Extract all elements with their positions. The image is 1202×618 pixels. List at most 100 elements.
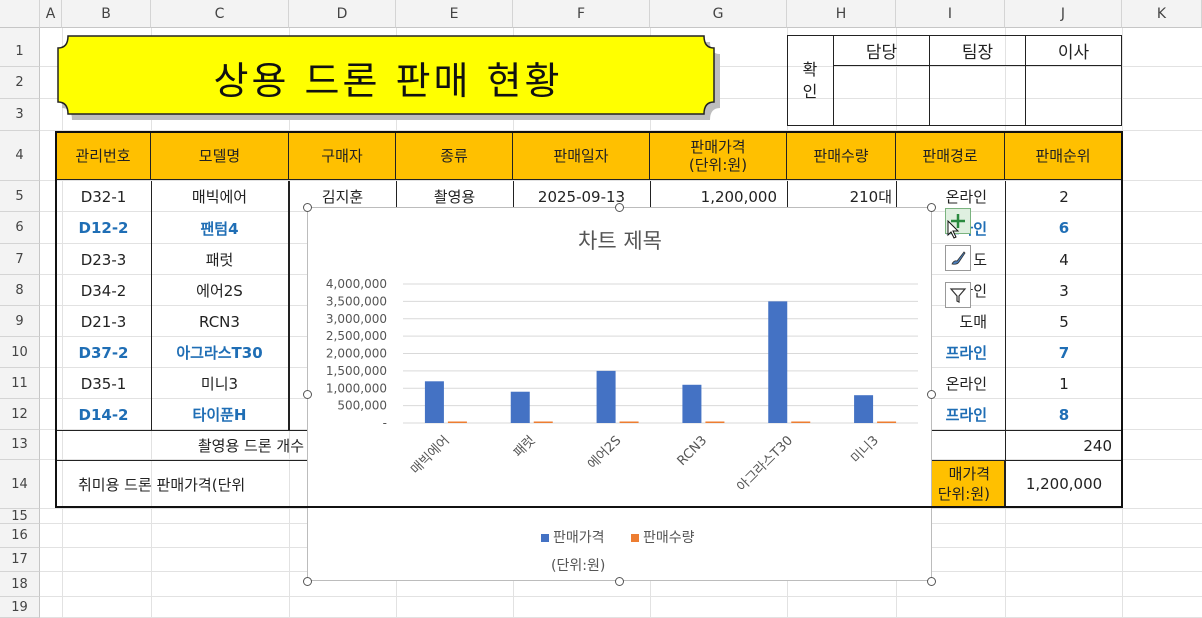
chart-styles-icon[interactable] [945,245,971,271]
row-7-model[interactable]: 패럿 [151,244,289,275]
row-6-id[interactable]: D12-2 [78,219,129,237]
row-header-16[interactable]: 16 [0,524,40,548]
resize-handle-br[interactable] [927,577,936,586]
resize-handle-bl[interactable] [303,577,312,586]
column-header-c[interactable]: C [151,0,289,28]
header-3[interactable]: 종류 [396,132,513,180]
row-header-13[interactable]: 13 [0,430,40,460]
bar-판매가격-미니3[interactable] [854,395,874,423]
bar-판매가격-패럿[interactable] [510,391,530,423]
row-8-model[interactable]: 에어2S [151,275,289,306]
header-7[interactable]: 판매경로 [896,132,1005,180]
header-4[interactable]: 판매일자 [513,132,650,180]
row-11-id[interactable]: D35-1 [80,374,127,393]
row-9-rank[interactable]: 5 [1005,306,1122,337]
column-header-d[interactable]: D [289,0,396,28]
row13-label[interactable]: 촬영용 드론 개수 [197,437,304,455]
resize-handle-b[interactable] [615,577,624,586]
row-header-4[interactable]: 4 [0,131,40,181]
resize-handle-tl[interactable] [303,203,312,212]
bar-판매가격-아그라스T30[interactable] [768,301,788,423]
row-header-9[interactable]: 9 [0,306,40,337]
row-header-11[interactable]: 11 [0,368,40,399]
header-price[interactable]: 판매가격 (단위:원) [650,132,787,180]
row-header-12[interactable]: 12 [0,399,40,430]
bar-판매가격-에어2S[interactable] [596,370,616,423]
row-5-rank[interactable]: 2 [1005,181,1122,212]
column-header-e[interactable]: E [396,0,513,28]
bar-판매수량-매빅에어[interactable] [447,421,467,424]
row-6-model[interactable]: 팬텀4 [151,212,289,244]
row-header-2[interactable]: 2 [0,67,40,99]
bar-판매수량-RCN3[interactable] [705,421,725,424]
legend-label[interactable]: 판매가격 [553,530,605,546]
row14-value[interactable]: 1,200,000 [1005,461,1122,507]
row-5-qty[interactable]: 210대 [849,188,892,206]
bar-판매수량-에어2S[interactable] [619,421,639,424]
row-11-route[interactable]: 온라인 [945,375,987,393]
bar-판매수량-아그라스T30[interactable] [791,421,811,424]
chart-area[interactable]: 차트 제목 4,000,000 3,500,000 3,000,000 2,500,00… [307,207,932,581]
row-10-route[interactable]: 프라인 [945,344,987,362]
row-12-id[interactable]: D14-2 [78,405,129,424]
row-8-id[interactable]: D34-2 [80,281,127,300]
legend-label[interactable]: 판매수량 [643,530,695,546]
bar-판매수량-미니3[interactable] [877,421,897,424]
row-header-8[interactable]: 8 [0,275,40,306]
row-header-14[interactable]: 14 [0,460,40,509]
header-2[interactable]: 구매자 [289,132,396,180]
row-header-5[interactable]: 5 [0,181,40,212]
row-9-model[interactable]: RCN3 [151,306,289,337]
header-8[interactable]: 판매순위 [1005,132,1122,180]
chart-filters-icon[interactable] [945,282,971,308]
row-11-model[interactable]: 미니3 [151,368,289,399]
row-10-id[interactable]: D37-2 [78,343,129,362]
row-7-route[interactable]: 도 [973,251,987,269]
resize-handle-l[interactable] [303,390,312,399]
row-12-route[interactable]: 프라인 [945,406,987,424]
row-header-15[interactable]: 15 [0,509,40,524]
bar-판매가격-매빅에어[interactable] [424,381,444,423]
row-header-3[interactable]: 3 [0,99,40,131]
column-header-b[interactable]: B [62,0,151,28]
row-12-rank[interactable]: 8 [1005,399,1122,430]
row-header-18[interactable]: 18 [0,572,40,597]
row-header-1[interactable]: 1 [0,28,40,67]
row-5-date[interactable]: 2025-09-13 [537,187,626,206]
column-header-i[interactable]: I [896,0,1005,28]
row-5-price[interactable]: 1,200,000 [700,187,777,206]
row-header-7[interactable]: 7 [0,244,40,275]
resize-handle-t[interactable] [615,203,624,212]
column-header-a[interactable]: A [40,0,62,28]
row-5-buyer[interactable]: 김지훈 [321,188,364,206]
row-7-rank[interactable]: 4 [1005,244,1122,275]
row-9-id[interactable]: D21-3 [80,312,127,331]
header-6[interactable]: 판매수량 [787,132,896,180]
row-5-id[interactable]: D32-1 [80,187,127,206]
bar-판매수량-패럿[interactable] [533,421,553,424]
row-11-rank[interactable]: 1 [1005,368,1122,399]
row-header-19[interactable]: 19 [0,597,40,618]
column-header-f[interactable]: F [513,0,650,28]
row-6-rank[interactable]: 6 [1005,212,1122,244]
row-9-route[interactable]: 도매 [959,313,987,331]
row14-label[interactable]: 취미용 드론 판매가격(단위 [78,475,246,494]
header-1[interactable]: 모델명 [151,132,289,180]
header-0[interactable]: 관리번호 [56,132,151,180]
row-10-rank[interactable]: 7 [1005,337,1122,368]
row13-value[interactable]: 240 [1005,431,1122,460]
row-12-model[interactable]: 타이푼H [151,399,289,430]
row-7-id[interactable]: D23-3 [80,250,127,269]
row-5-kind[interactable]: 촬영용 [433,188,476,206]
resize-handle-r[interactable] [927,390,936,399]
bar-판매가격-RCN3[interactable] [682,384,702,423]
column-header-k[interactable]: K [1122,0,1202,28]
resize-handle-tr[interactable] [927,203,936,212]
column-header-j[interactable]: J [1005,0,1122,28]
row-5-route[interactable]: 온라인 [945,188,987,206]
row-5-model[interactable]: 매빅에어 [151,181,289,212]
row-8-rank[interactable]: 3 [1005,275,1122,306]
chart-title[interactable]: 차트 제목 [578,229,662,253]
row-header-6[interactable]: 6 [0,212,40,244]
row-header-17[interactable]: 17 [0,548,40,572]
